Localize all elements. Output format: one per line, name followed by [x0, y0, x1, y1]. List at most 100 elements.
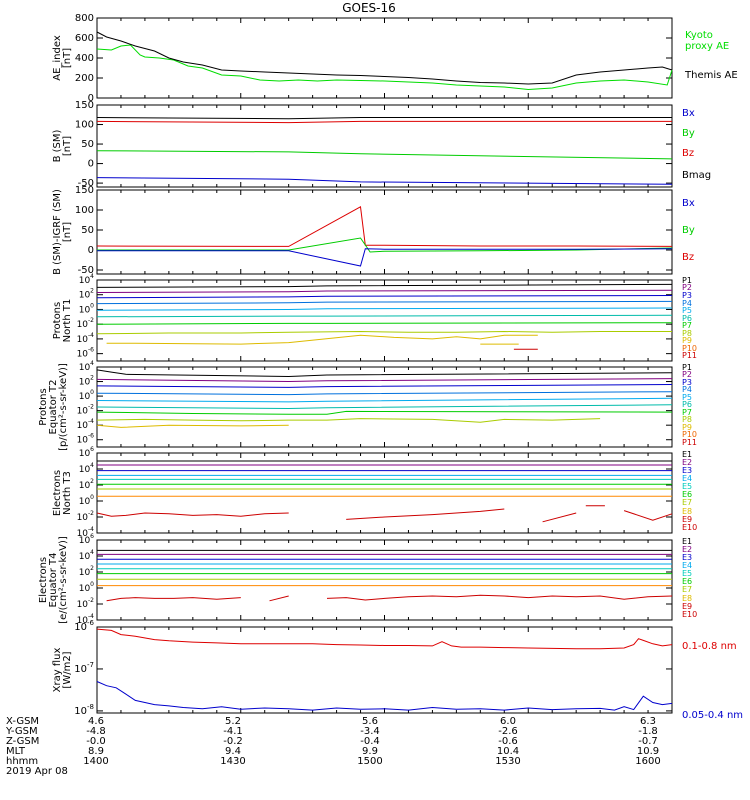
legend-label: E7: [682, 498, 692, 507]
footer-value: 5.6: [362, 716, 378, 727]
y-tick-label: 600: [75, 33, 94, 44]
footer-value: -0.2: [223, 736, 243, 747]
legend-label: Kyoto proxy AE: [685, 30, 729, 52]
series-p3: [96, 295, 673, 299]
legend-label: Bmag: [682, 170, 711, 181]
y-tick-label: 10-2: [77, 404, 95, 417]
footer-value: -0.4: [360, 736, 380, 747]
footer-value: -0.0: [86, 736, 106, 747]
y-tick-label: 100: [75, 205, 94, 216]
legend-label: E4: [682, 561, 692, 570]
panel-frame: [96, 17, 673, 99]
series-e9e: [623, 510, 673, 521]
series-p3: [96, 384, 673, 388]
series-p6: [96, 314, 673, 318]
legend-label: Bx: [682, 198, 695, 209]
legend-label: E10: [682, 610, 697, 619]
legend-label: P5: [682, 393, 692, 402]
y-tick-label: 100: [79, 302, 94, 315]
y-axis-label: ProtonsNorth T1: [52, 299, 73, 343]
footer-value: 1430: [220, 756, 245, 767]
y-tick-label: 0: [88, 245, 94, 256]
y-tick-label: 102: [79, 478, 94, 491]
footer-value: 8.9: [88, 746, 104, 757]
footer-value: 4.6: [88, 716, 104, 727]
footer-row-label: Y-GSM: [5, 726, 38, 737]
y-tick-label: 50: [81, 225, 94, 236]
legend-label: E5: [682, 569, 692, 578]
legend-label: Bz: [682, 252, 694, 263]
y-axis-label: B (SM)[nT]: [52, 129, 73, 162]
panel-frame: [96, 189, 673, 275]
legend-label: E8: [682, 594, 692, 603]
y-tick-label: 10-2: [77, 317, 95, 330]
footer-value: -0.6: [498, 736, 518, 747]
series-p7: [96, 410, 673, 415]
y-tick-label: 10-6: [77, 433, 95, 446]
series-p1: [96, 369, 673, 378]
y-tick-label: 150: [75, 185, 94, 196]
footer-value: 1400: [83, 756, 108, 767]
series-bx: [97, 248, 673, 267]
series-p8: [96, 418, 601, 423]
legend-label: P9: [682, 336, 692, 345]
footer-value: 1500: [357, 756, 382, 767]
footer-value: 9.4: [225, 746, 241, 757]
y-axis-label: Xray flux[W/m2]: [52, 648, 73, 693]
legend-label: E7: [682, 585, 692, 594]
panel-7: 106 104 102 100 10-2 10-4 ElectronsEquator T4[…: [38, 533, 697, 626]
series-0-1-0-8-nm: [96, 628, 673, 650]
legend-label: P1: [682, 276, 692, 285]
panel-2: -50 0 50 100 150 B (SM)[nT] Bx By Bz Bmag: [52, 100, 711, 189]
y-tick-label: 10-6: [77, 347, 95, 360]
y-tick-label: 10-4: [77, 526, 95, 539]
y-axis-label: ElectronsNorth T3: [52, 470, 73, 516]
legend-label: 0.1-0.8 nm: [682, 641, 737, 652]
y-axis-label: ProtonsEquator T2[p/(cm²-s-sr-keV)]: [38, 363, 69, 451]
legend-label: P10: [682, 344, 697, 353]
legend-label: P1: [682, 363, 692, 372]
legend-label: Bz: [682, 148, 694, 159]
series-p8: [96, 330, 672, 335]
y-tick-label: 10-8: [74, 703, 94, 717]
series-by: [97, 237, 673, 253]
y-tick-label: 200: [75, 73, 94, 84]
y-tick-label: 10-6: [74, 619, 94, 633]
y-tick-label: 0: [88, 159, 94, 170]
series-p7: [96, 322, 673, 325]
legend-label: E2: [682, 545, 692, 554]
series-bmag: [96, 117, 672, 120]
series-p1: [96, 283, 673, 288]
y-tick-label: 106: [79, 533, 94, 546]
y-tick-label: 0: [88, 93, 94, 104]
legend-label: E5: [682, 482, 692, 491]
legend-label: P2: [682, 370, 692, 379]
y-tick-label: -50: [78, 265, 94, 276]
y-tick-label: 100: [79, 494, 94, 507]
y-tick-label: 106: [79, 446, 94, 459]
legend-label: 0.05-0.4 nm: [682, 710, 743, 721]
y-tick-label: -50: [78, 178, 94, 189]
legend-label: Themis AE: [684, 70, 738, 81]
footer-value: 1600: [635, 756, 660, 767]
legend-label: E10: [682, 523, 697, 532]
y-tick-label: 10-7: [74, 661, 94, 675]
series-p9: [96, 424, 289, 428]
legend-label: E2: [682, 458, 692, 467]
y-axis-label: AE_index[nT]: [52, 35, 73, 81]
legend-label: E1: [682, 537, 692, 546]
legend-label: E1: [682, 450, 692, 459]
y-tick-label: 10-4: [77, 418, 95, 431]
legend-label: P10: [682, 430, 697, 439]
y-tick-label: 10-2: [77, 510, 95, 523]
series-by: [96, 150, 673, 160]
legend-label: P7: [682, 408, 692, 417]
legend-label: P8: [682, 329, 692, 338]
y-tick-label: 104: [79, 273, 94, 286]
footer-value: 6.3: [640, 716, 656, 727]
figure-title: GOES-16: [342, 1, 396, 15]
legend-label: P8: [682, 415, 692, 424]
